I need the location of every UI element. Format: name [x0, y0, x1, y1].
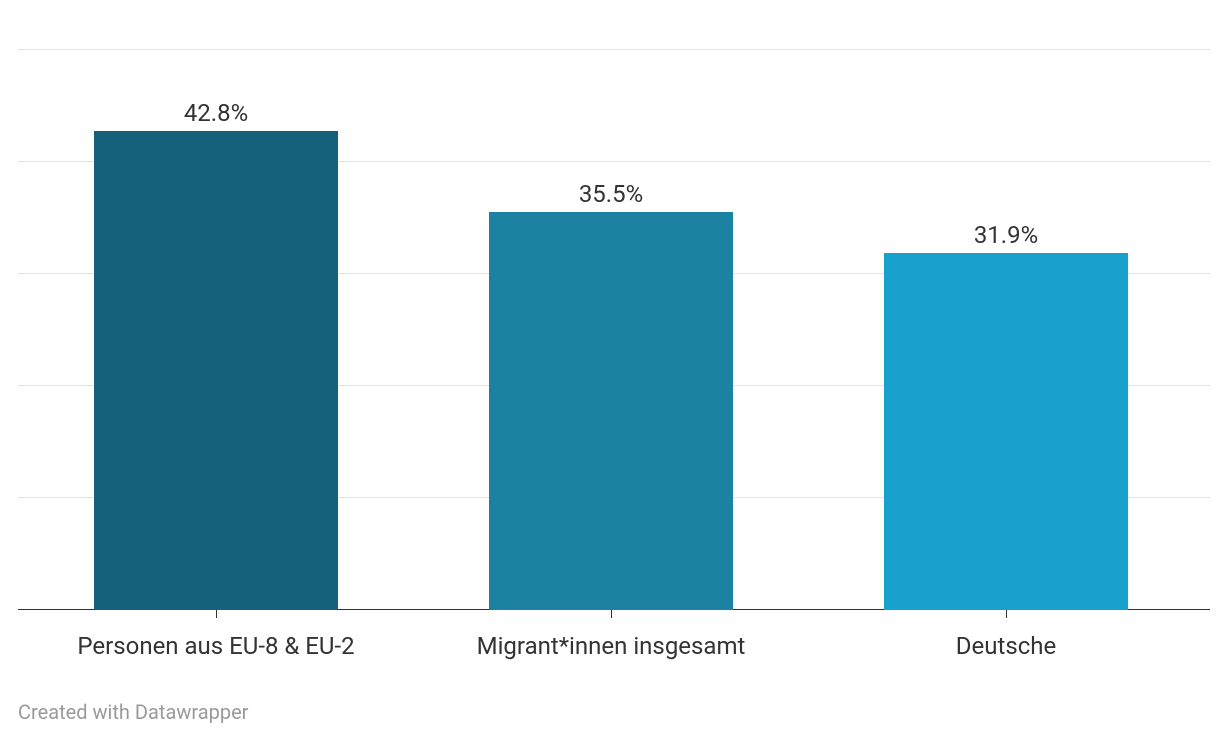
bar-value-label: 42.8%: [184, 99, 248, 125]
axis-tick: [611, 610, 612, 618]
gridline: [18, 49, 1210, 50]
chart-container: 42.8% Personen aus EU-8 & EU-2 35.5% Migran…: [0, 0, 1220, 740]
bar-value-label: 35.5%: [579, 180, 643, 206]
bar: [489, 212, 733, 610]
axis-tick: [1006, 610, 1007, 618]
plot-area: 42.8%Personen aus EU-8 & EU-235.5%Migran…: [18, 50, 1210, 610]
category-label: Deutsche: [956, 632, 1056, 660]
bar: [94, 131, 338, 610]
bar: [884, 253, 1128, 610]
category-label: Personen aus EU-8 & EU-2: [77, 632, 354, 660]
bar-value-label: 31.9%: [974, 221, 1038, 247]
credit-text: Created with Datawrapper: [18, 700, 248, 724]
axis-tick: [216, 610, 217, 618]
category-label: Migrant*innen insgesamt: [477, 632, 746, 660]
